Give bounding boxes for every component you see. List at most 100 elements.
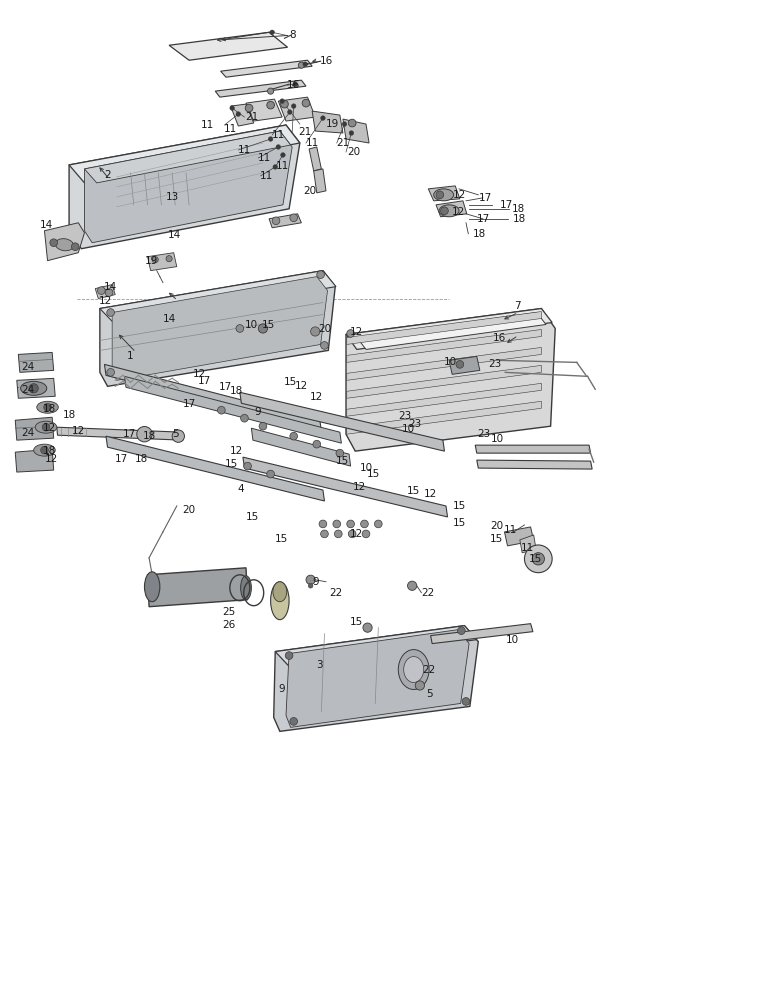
Circle shape bbox=[319, 520, 327, 528]
Circle shape bbox=[532, 553, 544, 565]
Text: 8: 8 bbox=[289, 30, 296, 40]
Polygon shape bbox=[100, 271, 336, 324]
Text: 16: 16 bbox=[320, 56, 333, 66]
Text: 17: 17 bbox=[115, 454, 128, 464]
Circle shape bbox=[363, 623, 372, 632]
Text: 18: 18 bbox=[472, 229, 486, 239]
Polygon shape bbox=[221, 60, 312, 77]
Circle shape bbox=[462, 698, 470, 705]
Circle shape bbox=[347, 330, 354, 337]
Text: 20: 20 bbox=[303, 186, 317, 196]
Polygon shape bbox=[347, 401, 541, 434]
Text: 13: 13 bbox=[165, 192, 179, 202]
Circle shape bbox=[298, 62, 304, 68]
Text: 15: 15 bbox=[367, 469, 381, 479]
Text: 22: 22 bbox=[422, 665, 435, 675]
Text: 23: 23 bbox=[489, 359, 502, 369]
Polygon shape bbox=[279, 97, 315, 121]
Text: 18: 18 bbox=[135, 454, 148, 464]
Polygon shape bbox=[100, 271, 335, 386]
Text: 10: 10 bbox=[444, 357, 457, 367]
Polygon shape bbox=[273, 141, 284, 165]
Circle shape bbox=[349, 131, 354, 135]
Polygon shape bbox=[69, 125, 300, 249]
Text: 9: 9 bbox=[278, 684, 285, 694]
Polygon shape bbox=[124, 376, 341, 443]
Ellipse shape bbox=[271, 582, 289, 620]
Polygon shape bbox=[449, 356, 480, 374]
Circle shape bbox=[285, 652, 293, 659]
Text: 16: 16 bbox=[493, 333, 506, 343]
Circle shape bbox=[276, 145, 280, 149]
Polygon shape bbox=[215, 80, 306, 97]
Circle shape bbox=[44, 403, 52, 411]
Circle shape bbox=[456, 361, 464, 368]
Text: 24: 24 bbox=[21, 362, 34, 372]
Text: 10: 10 bbox=[401, 424, 415, 434]
Text: 9: 9 bbox=[313, 577, 320, 587]
Circle shape bbox=[268, 88, 274, 94]
Circle shape bbox=[166, 256, 172, 262]
Circle shape bbox=[244, 462, 252, 470]
Text: 15: 15 bbox=[246, 512, 259, 522]
Text: 11: 11 bbox=[258, 153, 271, 163]
Text: 18: 18 bbox=[43, 446, 56, 456]
Text: 15: 15 bbox=[337, 456, 350, 466]
Text: 15: 15 bbox=[529, 554, 542, 564]
Polygon shape bbox=[343, 119, 369, 143]
Polygon shape bbox=[57, 427, 183, 440]
Text: 11: 11 bbox=[306, 138, 319, 148]
Circle shape bbox=[524, 545, 552, 573]
Text: 11: 11 bbox=[201, 120, 214, 130]
Text: 12: 12 bbox=[453, 190, 466, 200]
Text: 10: 10 bbox=[506, 635, 519, 645]
Ellipse shape bbox=[34, 444, 56, 456]
Text: 23: 23 bbox=[408, 419, 421, 429]
Polygon shape bbox=[169, 32, 287, 60]
Circle shape bbox=[97, 287, 105, 294]
Circle shape bbox=[218, 406, 225, 414]
Text: 15: 15 bbox=[453, 501, 466, 511]
Circle shape bbox=[408, 581, 417, 590]
Text: 11: 11 bbox=[224, 124, 237, 134]
Text: 12: 12 bbox=[310, 392, 323, 402]
Text: 24: 24 bbox=[21, 385, 34, 395]
Text: 12: 12 bbox=[452, 207, 465, 217]
Text: 15: 15 bbox=[284, 377, 297, 387]
Polygon shape bbox=[312, 111, 343, 133]
Text: 15: 15 bbox=[407, 486, 420, 496]
Text: 11: 11 bbox=[238, 145, 251, 155]
Circle shape bbox=[303, 62, 307, 67]
Circle shape bbox=[306, 575, 315, 584]
Text: 15: 15 bbox=[225, 459, 238, 469]
Text: 12: 12 bbox=[43, 423, 56, 433]
Circle shape bbox=[302, 99, 310, 107]
Circle shape bbox=[320, 116, 325, 120]
Circle shape bbox=[374, 520, 382, 528]
Polygon shape bbox=[357, 313, 546, 349]
Circle shape bbox=[41, 446, 49, 454]
Circle shape bbox=[347, 520, 354, 528]
Text: 24: 24 bbox=[21, 428, 34, 438]
Text: 3: 3 bbox=[317, 660, 323, 670]
Text: 15: 15 bbox=[275, 534, 288, 544]
Text: 12: 12 bbox=[99, 296, 112, 306]
Circle shape bbox=[436, 191, 444, 199]
Ellipse shape bbox=[37, 401, 59, 413]
Polygon shape bbox=[347, 365, 541, 398]
Circle shape bbox=[245, 104, 253, 112]
Text: 2: 2 bbox=[104, 170, 111, 180]
Text: 21: 21 bbox=[337, 138, 350, 148]
Text: 12: 12 bbox=[350, 529, 364, 539]
Circle shape bbox=[336, 449, 344, 457]
Polygon shape bbox=[277, 163, 287, 183]
Circle shape bbox=[348, 530, 356, 538]
Circle shape bbox=[105, 289, 113, 296]
Circle shape bbox=[236, 325, 244, 332]
Polygon shape bbox=[231, 104, 254, 126]
Polygon shape bbox=[45, 223, 84, 261]
Circle shape bbox=[267, 470, 275, 478]
Circle shape bbox=[107, 369, 114, 376]
Text: 17: 17 bbox=[124, 429, 137, 439]
Polygon shape bbox=[431, 624, 533, 644]
